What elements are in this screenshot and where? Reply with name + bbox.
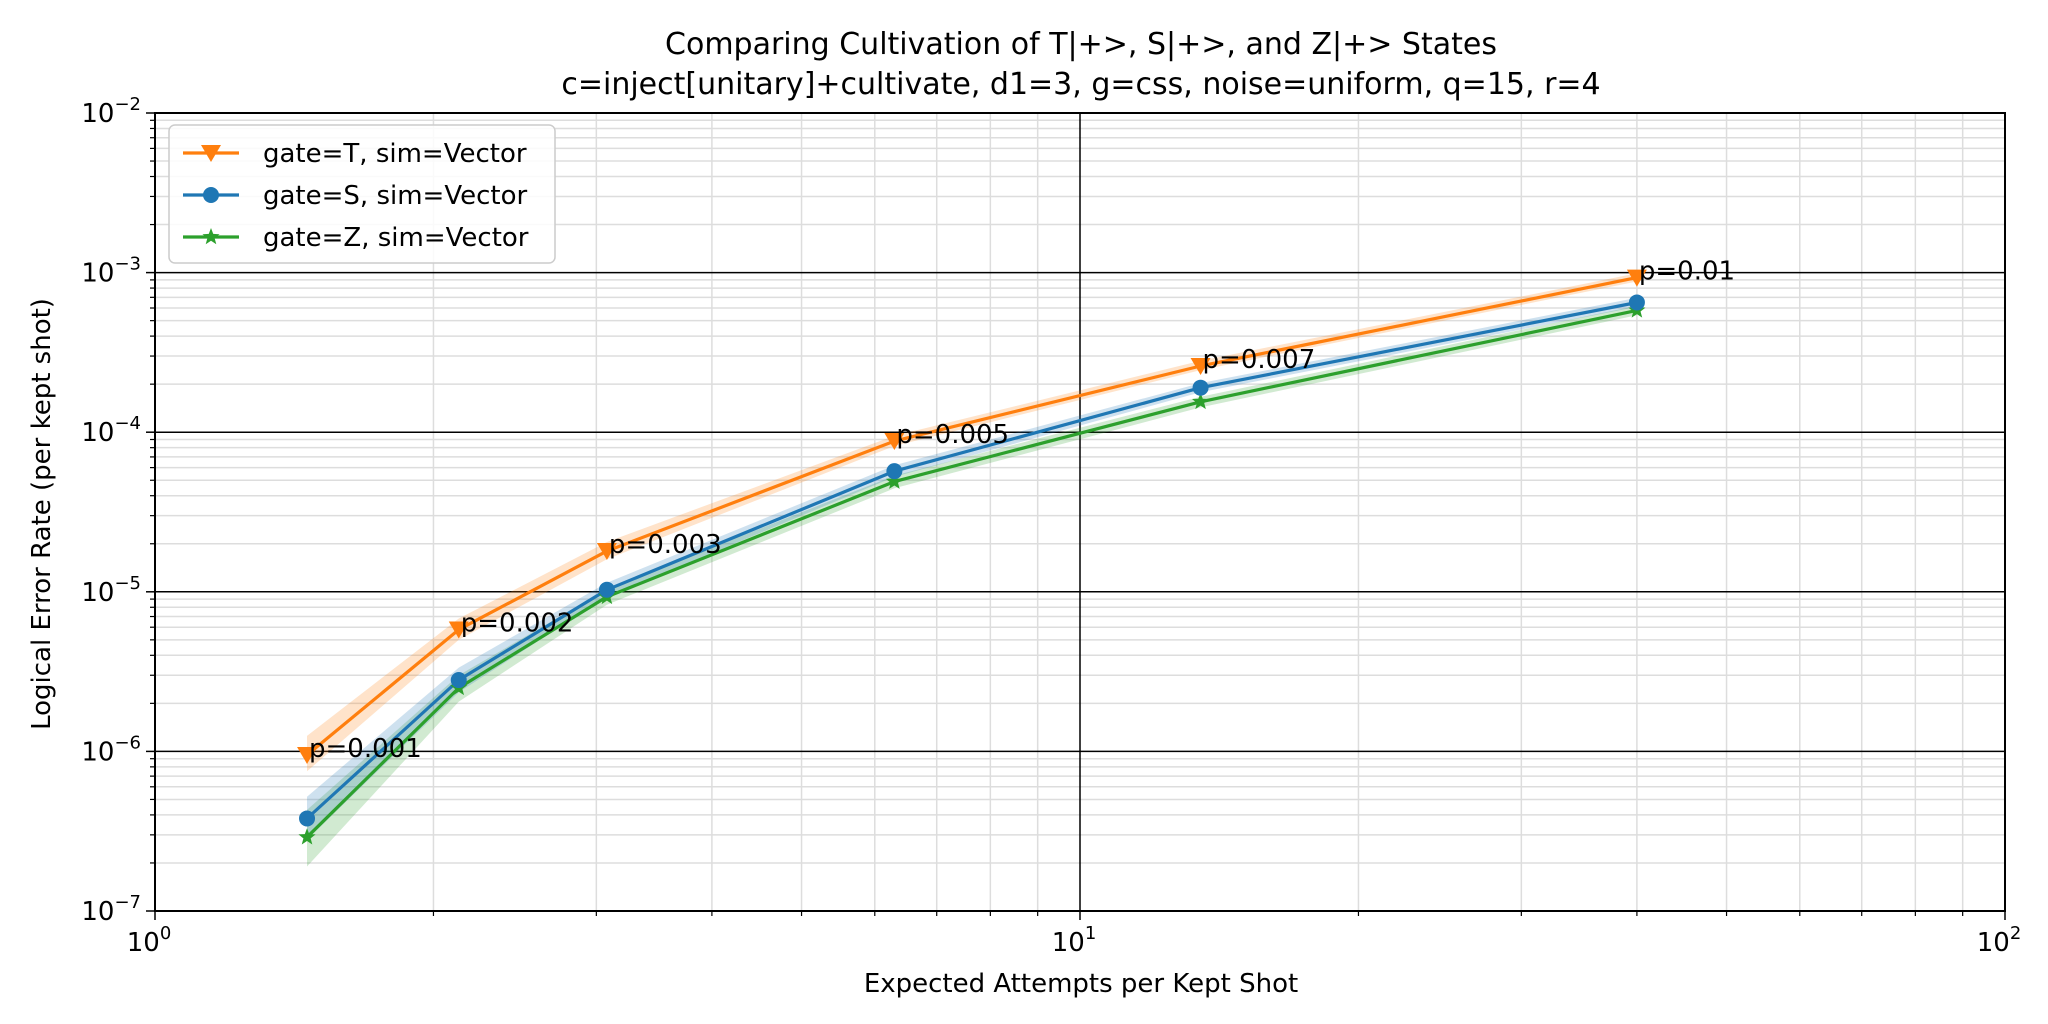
line-gate-z xyxy=(305,308,1638,839)
legend-label-t: gate=T, sim=Vector xyxy=(263,139,527,169)
confidence-bands xyxy=(307,273,1637,867)
x-tick-label: 100 xyxy=(127,923,172,958)
y-tick-label: 10−4 xyxy=(81,413,141,448)
point-annotations: p=0.001 p=0.002 p=0.003 p=0.005 p=0.007 p=0.0… xyxy=(309,257,1735,764)
series-lines xyxy=(305,276,1638,839)
line-gate-t xyxy=(305,276,1638,757)
point-gate-t xyxy=(1626,269,1647,287)
x-axis-label: Expected Attempts per Kept Shot xyxy=(864,969,1298,999)
point-gate-s xyxy=(598,581,615,598)
legend-marker-z xyxy=(202,228,220,245)
y-tick-label: 10−5 xyxy=(81,573,141,608)
p-value-annotation: p=0.003 xyxy=(609,530,722,560)
x-tick-label: 102 xyxy=(1977,923,2022,958)
legend: gate=T, sim=Vector gate=S, sim=Vector gate… xyxy=(168,124,556,264)
p-value-annotation: p=0.007 xyxy=(1203,345,1316,375)
legend-box xyxy=(168,124,556,264)
p-value-annotation: p=0.01 xyxy=(1639,257,1735,287)
point-gate-s xyxy=(1628,294,1645,311)
band-z xyxy=(307,305,1637,867)
legend-label-s: gate=S, sim=Vector xyxy=(263,181,527,211)
p-value-annotation: p=0.001 xyxy=(309,734,422,764)
point-gate-s xyxy=(1192,379,1209,396)
y-axis-label: Logical Error Rate (per kept shot) xyxy=(27,298,57,730)
point-gate-z xyxy=(1192,392,1210,410)
point-gate-z xyxy=(298,828,316,845)
point-gate-s xyxy=(450,672,467,689)
p-value-annotation: p=0.002 xyxy=(461,609,574,639)
p-value-annotation: p=0.005 xyxy=(896,420,1009,450)
y-tick-label: 10−3 xyxy=(81,254,141,289)
point-gate-z xyxy=(885,472,903,489)
legend-label-z: gate=Z, sim=Vector xyxy=(263,223,529,253)
y-tick-label: 10−2 xyxy=(81,94,141,129)
x-tick-label: 101 xyxy=(1052,923,1097,958)
point-gate-s xyxy=(886,463,903,480)
axis-ticks: 100 101 102 10−7 10−6 10−5 10−4 10−3 10−2 xyxy=(81,94,2021,958)
chart-subtitle: c=inject[unitary]+cultivate, d1=3, g=css… xyxy=(561,67,1600,102)
y-tick-label: 10−6 xyxy=(81,732,141,767)
grid xyxy=(154,112,2006,912)
point-gate-t xyxy=(297,746,318,764)
legend-marker-s xyxy=(203,187,219,203)
point-gate-s xyxy=(299,810,316,827)
series-markers xyxy=(297,269,1647,845)
legend-marker-t xyxy=(201,145,221,162)
point-gate-t xyxy=(1190,357,1211,375)
point-gate-t xyxy=(596,543,617,561)
point-gate-t xyxy=(884,433,905,451)
y-tick-label: 10−7 xyxy=(81,892,141,927)
point-gate-t xyxy=(448,621,469,639)
chart-title: Comparing Cultivation of T|+>, S|+>, and… xyxy=(665,27,1497,62)
line-gate-s xyxy=(305,300,1638,820)
